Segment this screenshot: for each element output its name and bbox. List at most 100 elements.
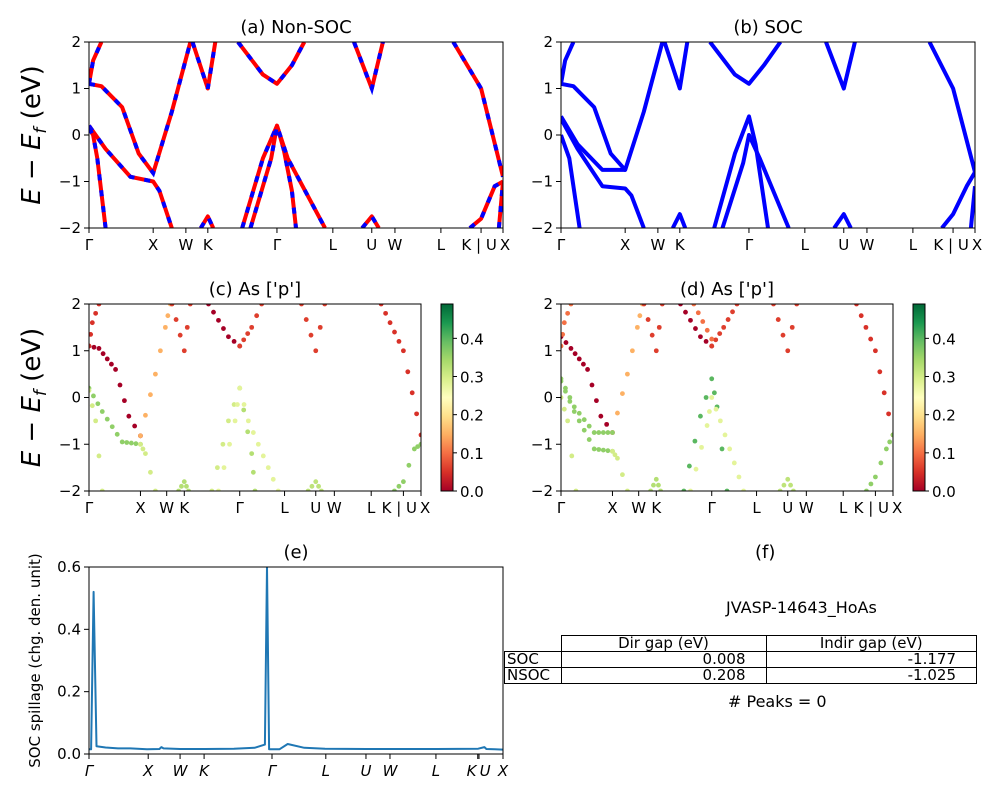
y-tick-label: −1 — [59, 173, 81, 191]
x-tick-label: L — [752, 499, 761, 517]
band-point — [605, 430, 611, 435]
band-point — [165, 313, 171, 319]
band-point — [275, 488, 281, 491]
band-point — [565, 418, 571, 424]
band-point — [637, 313, 643, 319]
band-point — [387, 320, 393, 326]
x-tick-label: K | U — [933, 236, 968, 254]
band-point — [771, 304, 776, 307]
band-point — [625, 488, 630, 491]
band-point — [709, 395, 715, 400]
x-tick-label: U — [782, 499, 793, 517]
band-point — [179, 483, 184, 489]
band-point — [221, 465, 227, 471]
band-point — [241, 407, 247, 413]
band-point — [186, 488, 191, 491]
band-point — [604, 421, 610, 427]
x-tick-label: L — [909, 236, 918, 254]
ylabel-part: E — [17, 396, 47, 413]
band-point — [734, 304, 740, 307]
band-point — [91, 393, 96, 399]
band-point — [162, 324, 168, 330]
band-point — [571, 404, 577, 410]
x-tick-label: W — [383, 762, 399, 780]
band-point — [581, 427, 587, 433]
band-line — [561, 42, 665, 172]
band-point — [383, 310, 389, 316]
band-point — [730, 309, 735, 315]
band-point — [794, 304, 800, 307]
band-point — [877, 369, 883, 375]
band-point — [600, 430, 606, 435]
panel-title: (a) Non-SOC — [240, 17, 351, 38]
y-tick-label: 2 — [543, 295, 553, 313]
band-point — [731, 460, 737, 466]
band-line-blue-dashed — [89, 126, 108, 228]
band-point — [96, 453, 102, 459]
x-tick-label: X — [148, 236, 158, 254]
band-point — [649, 332, 655, 338]
band-point — [586, 423, 592, 429]
band-point — [138, 433, 143, 439]
band-point — [596, 447, 602, 452]
band-point — [722, 432, 728, 438]
band-point — [567, 395, 573, 400]
band-line — [561, 134, 582, 228]
band-point — [703, 339, 709, 344]
y-tick-label: −1 — [531, 435, 553, 453]
band-line-blue-dashed — [236, 42, 307, 87]
band-line-red — [496, 181, 503, 228]
band-point — [693, 466, 699, 472]
band-point — [854, 304, 859, 307]
band-point — [698, 413, 703, 419]
colorbar — [912, 303, 926, 492]
band-point — [143, 451, 148, 456]
x-tick-label: Γ — [708, 499, 717, 517]
band-point — [581, 361, 586, 367]
plot-area — [561, 42, 975, 228]
band-point — [573, 488, 579, 491]
band-point — [610, 430, 615, 435]
band-point — [641, 304, 647, 307]
y-tick-label: −2 — [59, 482, 81, 500]
band-point — [415, 444, 421, 449]
band-point — [148, 392, 153, 398]
band-point — [678, 304, 683, 307]
band-point — [254, 313, 260, 319]
y-axis-label: E − Ef (eV) — [17, 328, 51, 468]
band-point — [704, 423, 710, 428]
band-point — [133, 441, 139, 447]
panel-f-title: (f) — [755, 542, 776, 563]
band-point — [241, 402, 247, 407]
y-tick-label: 2 — [543, 33, 553, 51]
band-point — [698, 334, 703, 340]
band-point — [221, 326, 226, 331]
band-point — [255, 441, 261, 447]
band-line-blue-dashed — [248, 125, 327, 228]
band-point — [625, 371, 630, 377]
band-point — [124, 440, 130, 445]
band-point — [226, 334, 231, 340]
band-point — [727, 446, 733, 452]
panel-title: (d) As ['p'] — [680, 279, 774, 300]
band-point — [883, 446, 889, 452]
band-point — [561, 331, 566, 337]
band-point — [591, 430, 597, 435]
band-line-blue-dashed — [240, 119, 298, 228]
band-line-blue-dashed — [360, 212, 381, 228]
band-point — [878, 460, 884, 466]
x-tick-label: W — [387, 236, 402, 254]
band-point — [571, 409, 577, 414]
band-point — [873, 474, 878, 480]
band-point — [873, 348, 878, 354]
band-point — [303, 317, 309, 322]
colorbar-tick-label: 0.0 — [460, 483, 484, 501]
band-point — [707, 409, 712, 414]
band-point — [216, 317, 221, 323]
y-tick-label: 2 — [71, 295, 81, 313]
band-point — [699, 444, 704, 450]
x-tick-label: Γ — [85, 499, 94, 517]
band-point — [858, 313, 864, 319]
x-tick-label: X — [620, 236, 630, 254]
